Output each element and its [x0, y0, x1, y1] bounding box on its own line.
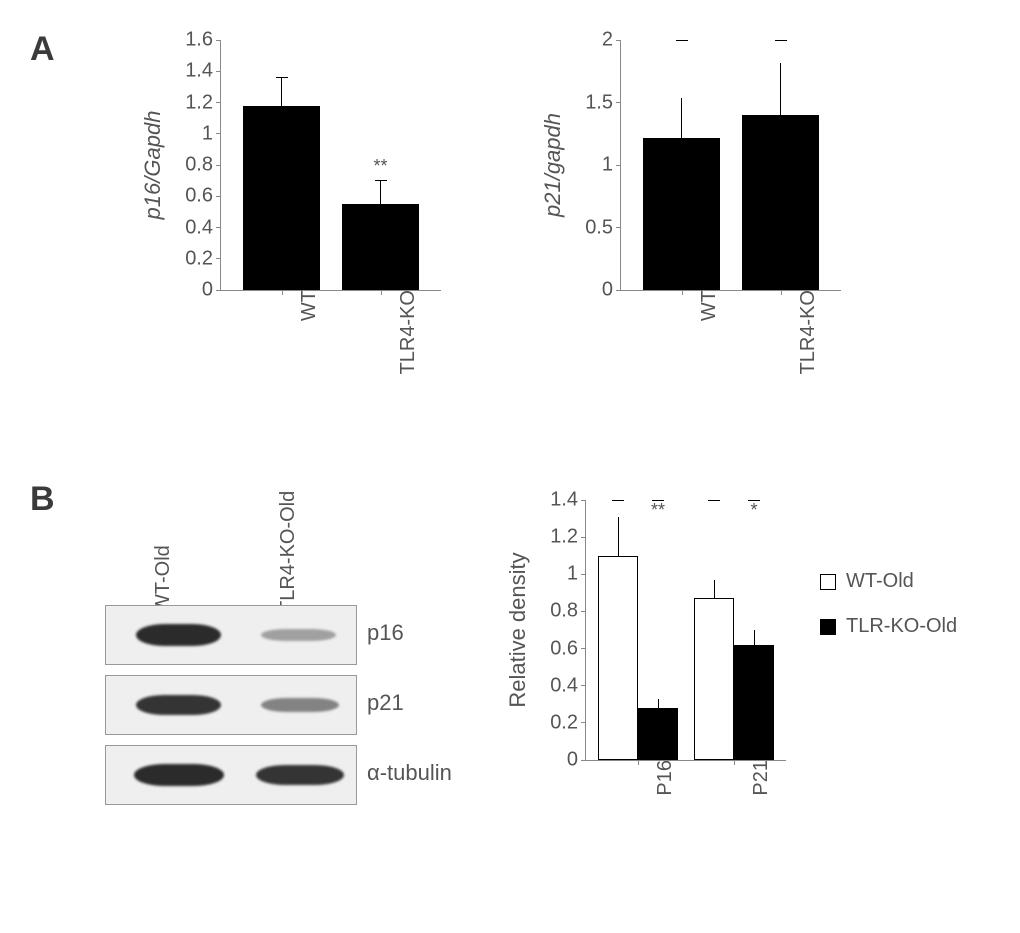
errbar — [618, 517, 619, 556]
errbar — [681, 98, 682, 138]
errcap — [612, 500, 624, 501]
ytick-label: 1.5 — [585, 91, 621, 114]
ytick-label: 0.2 — [550, 711, 586, 734]
ytick-label: 1 — [602, 154, 621, 177]
blot-row-label: α-tubulin — [367, 760, 452, 786]
blot-band — [134, 764, 224, 786]
xtick-label: WT — [692, 290, 721, 321]
xtick-label: P21 — [744, 760, 773, 796]
legend-item: TLR-KO-Old — [820, 615, 957, 638]
blot-row-label: p16 — [367, 620, 404, 646]
xtick — [638, 760, 639, 765]
ytick-label: 1.4 — [185, 60, 221, 83]
ytick-label: 1.2 — [185, 91, 221, 114]
ytick-label: 2 — [602, 29, 621, 52]
y-axis-title: Relative density — [505, 552, 531, 707]
y-axis-title: p21/gapdh — [540, 113, 566, 217]
blot-row-p21 — [105, 675, 357, 735]
western-blot: WT-Old TLR4-KO-Old p16 p21 α-tubulin — [105, 480, 485, 850]
errcap — [676, 40, 688, 41]
sig-marker: ** — [651, 500, 665, 521]
bar-wt — [643, 138, 720, 291]
legend-swatch-icon — [820, 619, 836, 635]
chart-p21-plot: 0 0.5 1 1.5 2 WT TLR4-KO p21/gapdh — [620, 40, 841, 291]
ytick-label: 0.4 — [550, 674, 586, 697]
bar-wtold-p16 — [598, 556, 638, 760]
xtick-label: TLR4-KO — [791, 290, 820, 374]
legend-label: TLR-KO-Old — [846, 615, 957, 638]
ytick-label: 1.6 — [185, 29, 221, 52]
sig-marker: ** — [373, 156, 387, 177]
ytick-label: 0.8 — [550, 600, 586, 623]
ytick-label: 0.8 — [185, 154, 221, 177]
ytick-label: 0.6 — [185, 185, 221, 208]
bar-tlr4ko — [342, 204, 419, 290]
xtick — [381, 290, 382, 295]
ytick-label: 1 — [202, 122, 221, 145]
errcap — [775, 40, 787, 41]
errcap — [276, 77, 288, 78]
errbar — [754, 630, 755, 645]
blot-band — [136, 695, 221, 715]
bar-wtold-p21 — [694, 598, 734, 760]
errbar — [281, 78, 282, 106]
bar-tlrko-p16 — [638, 708, 678, 760]
blot-row-tubulin — [105, 745, 357, 805]
sig-marker: * — [750, 500, 757, 521]
chart-p21: 0 0.5 1 1.5 2 WT TLR4-KO p21/gapdh — [570, 30, 860, 370]
ytick-label: 1 — [567, 563, 586, 586]
blot-row-label: p21 — [367, 690, 404, 716]
ytick-label: 0 — [202, 279, 221, 302]
chart-p16-plot: 0 0.2 0.4 0.6 0.8 1 1.2 1.4 1.6 ** — [220, 40, 441, 291]
xtick — [682, 290, 683, 295]
bar-tlrko-p21 — [734, 645, 774, 760]
xtick-label: TLR4-KO — [391, 290, 420, 374]
bar-tlr4ko — [742, 115, 819, 290]
blot-band — [261, 629, 336, 641]
xtick-label: WT — [292, 290, 321, 321]
ytick-label: 0.5 — [585, 216, 621, 239]
errcap — [708, 500, 720, 501]
errbar — [380, 181, 381, 204]
ytick-label: 0 — [602, 279, 621, 302]
ytick-label: 0 — [567, 749, 586, 772]
blot-row-p16 — [105, 605, 357, 665]
legend-swatch-icon — [820, 574, 836, 590]
figure-root: A 0 0.2 0.4 0.6 0.8 1 1.2 1.4 1.6 — [0, 0, 1020, 933]
panel-a-label: A — [30, 30, 55, 69]
errbar — [780, 63, 781, 116]
errcap — [375, 180, 387, 181]
ytick-label: 0.6 — [550, 637, 586, 660]
y-axis-title: p16/Gapdh — [140, 111, 166, 220]
ytick-label: 0.2 — [185, 247, 221, 270]
bar-wt — [243, 106, 320, 290]
errbar — [714, 580, 715, 599]
lane-header: TLR4-KO-Old — [277, 491, 300, 613]
lane-header: WT-Old — [152, 545, 175, 613]
ytick-label: 1.4 — [550, 489, 586, 512]
xtick — [781, 290, 782, 295]
xtick — [734, 760, 735, 765]
xtick — [282, 290, 283, 295]
ytick-label: 0.4 — [185, 216, 221, 239]
chart-density-plot: 0 0.2 0.4 0.6 0.8 1 1.2 1.4 ** — [585, 500, 786, 761]
ytick-label: 1.2 — [550, 526, 586, 549]
blot-band — [256, 765, 344, 785]
panel-b-label: B — [30, 480, 55, 519]
xtick-label: P16 — [648, 760, 677, 796]
legend: WT-Old TLR-KO-Old — [820, 570, 957, 660]
chart-p16: 0 0.2 0.4 0.6 0.8 1 1.2 1.4 1.6 ** — [170, 30, 460, 370]
legend-label: WT-Old — [846, 570, 914, 593]
blot-band — [136, 624, 221, 646]
errbar — [658, 699, 659, 708]
blot-band — [261, 698, 339, 712]
legend-item: WT-Old — [820, 570, 957, 593]
chart-density: 0 0.2 0.4 0.6 0.8 1 1.2 1.4 ** — [530, 490, 840, 850]
